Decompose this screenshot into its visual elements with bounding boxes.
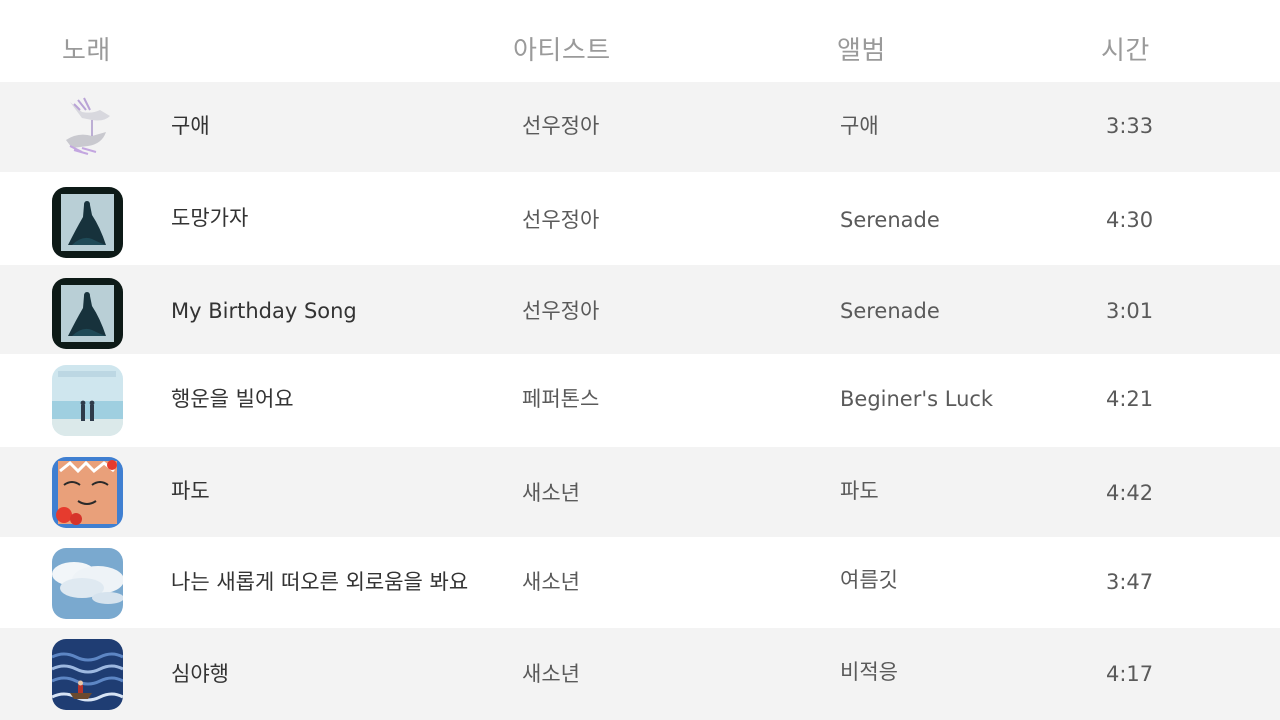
cloaked-figure-cover-icon [52, 187, 123, 258]
song-row[interactable]: 심야행 새소년 비적응 4:17 [0, 628, 1280, 720]
song-title: My Birthday Song [171, 299, 357, 323]
song-album[interactable]: 비적응 [840, 660, 898, 684]
header-album[interactable]: 앨범 [837, 36, 886, 66]
song-album[interactable]: 여름깃 [840, 568, 898, 592]
song-artist[interactable]: 새소년 [522, 481, 580, 505]
header-time[interactable]: 시간 [1101, 36, 1150, 66]
song-row[interactable]: 행운을 빌어요 페퍼톤스 Beginer's Luck 4:21 [0, 354, 1280, 447]
song-row[interactable]: 나는 새롭게 떠오른 외로움을 봐요 새소년 여름깃 3:47 [0, 537, 1280, 628]
song-title: 파도 [171, 479, 210, 503]
song-duration: 3:47 [1106, 570, 1154, 594]
song-album[interactable]: Serenade [840, 208, 940, 232]
song-artist[interactable]: 새소년 [522, 662, 580, 686]
song-row[interactable]: 구애 선우정아 구애 3:33 [0, 82, 1280, 172]
song-title: 구애 [171, 114, 210, 138]
song-duration: 4:42 [1106, 481, 1154, 505]
song-artist[interactable]: 선우정아 [522, 114, 600, 138]
song-row[interactable]: 도망가자 선우정아 Serenade 4:30 [0, 172, 1280, 265]
header-song[interactable]: 노래 [62, 36, 111, 66]
song-title: 나는 새롭게 떠오른 외로움을 봐요 [171, 570, 469, 594]
song-artist[interactable]: 페퍼톤스 [522, 387, 600, 411]
song-album[interactable]: 파도 [840, 479, 879, 503]
beach-duo-cover-icon [52, 365, 123, 436]
hands-cover-icon [52, 92, 123, 163]
cloud-sky-cover-icon [52, 548, 123, 619]
illustrated-face-cover-icon [52, 457, 123, 528]
song-album[interactable]: Serenade [840, 299, 940, 323]
header-artist[interactable]: 아티스트 [513, 36, 611, 66]
song-artist[interactable]: 새소년 [522, 570, 580, 594]
cloaked-figure-cover-icon [52, 278, 123, 349]
song-duration: 3:01 [1106, 299, 1154, 323]
song-duration: 3:33 [1106, 114, 1154, 138]
song-title: 심야행 [171, 662, 229, 686]
song-duration: 4:21 [1106, 387, 1154, 411]
song-duration: 4:17 [1106, 662, 1154, 686]
song-artist[interactable]: 선우정아 [522, 299, 600, 323]
song-title: 행운을 빌어요 [171, 387, 294, 411]
song-duration: 4:30 [1106, 208, 1154, 232]
song-row[interactable]: 파도 새소년 파도 4:42 [0, 447, 1280, 537]
song-title: 도망가자 [171, 206, 249, 230]
ocean-boat-cover-icon [52, 639, 123, 710]
song-row[interactable]: My Birthday Song 선우정아 Serenade 3:01 [0, 265, 1280, 354]
song-album[interactable]: 구애 [840, 114, 879, 138]
column-header: 노래 아티스트 앨범 시간 [0, 0, 1280, 82]
song-artist[interactable]: 선우정아 [522, 208, 600, 232]
song-album[interactable]: Beginer's Luck [840, 387, 994, 411]
